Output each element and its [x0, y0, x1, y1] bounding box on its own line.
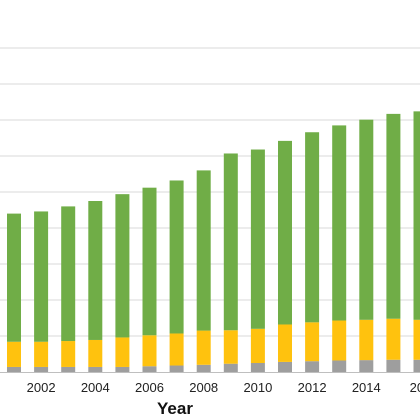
bar-segment — [88, 339, 103, 367]
bar-segment — [278, 140, 292, 325]
bar-segment — [305, 322, 320, 362]
bar-segment — [34, 341, 49, 367]
bar-segment — [7, 341, 21, 367]
bar-segment — [142, 366, 157, 372]
bar-segment — [332, 360, 347, 372]
bar-segment — [223, 153, 238, 331]
bar-segment — [142, 335, 157, 367]
bar-segment — [413, 111, 420, 320]
bar-segment — [386, 318, 401, 360]
bar-segment — [223, 363, 238, 372]
bar-segment — [359, 360, 374, 372]
bar-segment — [88, 366, 103, 372]
bar-segment — [332, 320, 347, 361]
x-tick-label: 2002 — [27, 380, 56, 395]
bar-segment — [61, 341, 76, 367]
bar-segment — [169, 365, 184, 372]
bar-segment — [7, 213, 21, 342]
bar-segment — [413, 359, 420, 372]
bar-segment — [34, 366, 49, 372]
bar-segment — [359, 319, 374, 361]
bar-segment — [196, 330, 211, 365]
bar-segment — [413, 319, 420, 360]
x-tick-label: 2014 — [352, 380, 381, 395]
x-tick-labels: 2002 2004 2006 2008 2010 2012 2014 201 — [27, 380, 420, 395]
x-tick-label: 2006 — [135, 380, 164, 395]
bar-segment — [223, 330, 238, 364]
bar-segment — [359, 119, 374, 320]
x-tick-label: 2004 — [81, 380, 110, 395]
x-tick-label: 2012 — [298, 380, 327, 395]
bar-segment — [88, 201, 103, 340]
bar-segment — [332, 125, 347, 321]
bar-segment — [305, 132, 320, 323]
bar-segment — [115, 337, 130, 367]
bar-segment — [386, 359, 401, 372]
bar-segment — [250, 149, 265, 329]
bar-segment — [305, 361, 320, 372]
bar-segment — [7, 366, 21, 372]
bar-segment — [250, 328, 265, 363]
x-tick-label: 2008 — [189, 380, 218, 395]
bar-segment — [196, 364, 211, 372]
x-axis-title: Year — [157, 399, 193, 418]
bar-segment — [61, 206, 76, 342]
bar-segment — [278, 361, 292, 372]
bar-segment — [250, 363, 265, 372]
bars — [7, 111, 420, 372]
bar-segment — [386, 113, 401, 319]
bar-segment — [278, 324, 292, 362]
x-tick-label: 2010 — [243, 380, 272, 395]
bar-segment — [115, 194, 130, 338]
bar-segment — [196, 170, 211, 331]
bar-segment — [61, 366, 76, 372]
bar-segment — [169, 333, 184, 366]
bar-segment — [169, 180, 184, 334]
bar-segment — [34, 211, 49, 342]
bar-segment — [142, 187, 157, 336]
x-tick-label: 201 — [410, 380, 420, 395]
bar-segment — [115, 366, 130, 372]
